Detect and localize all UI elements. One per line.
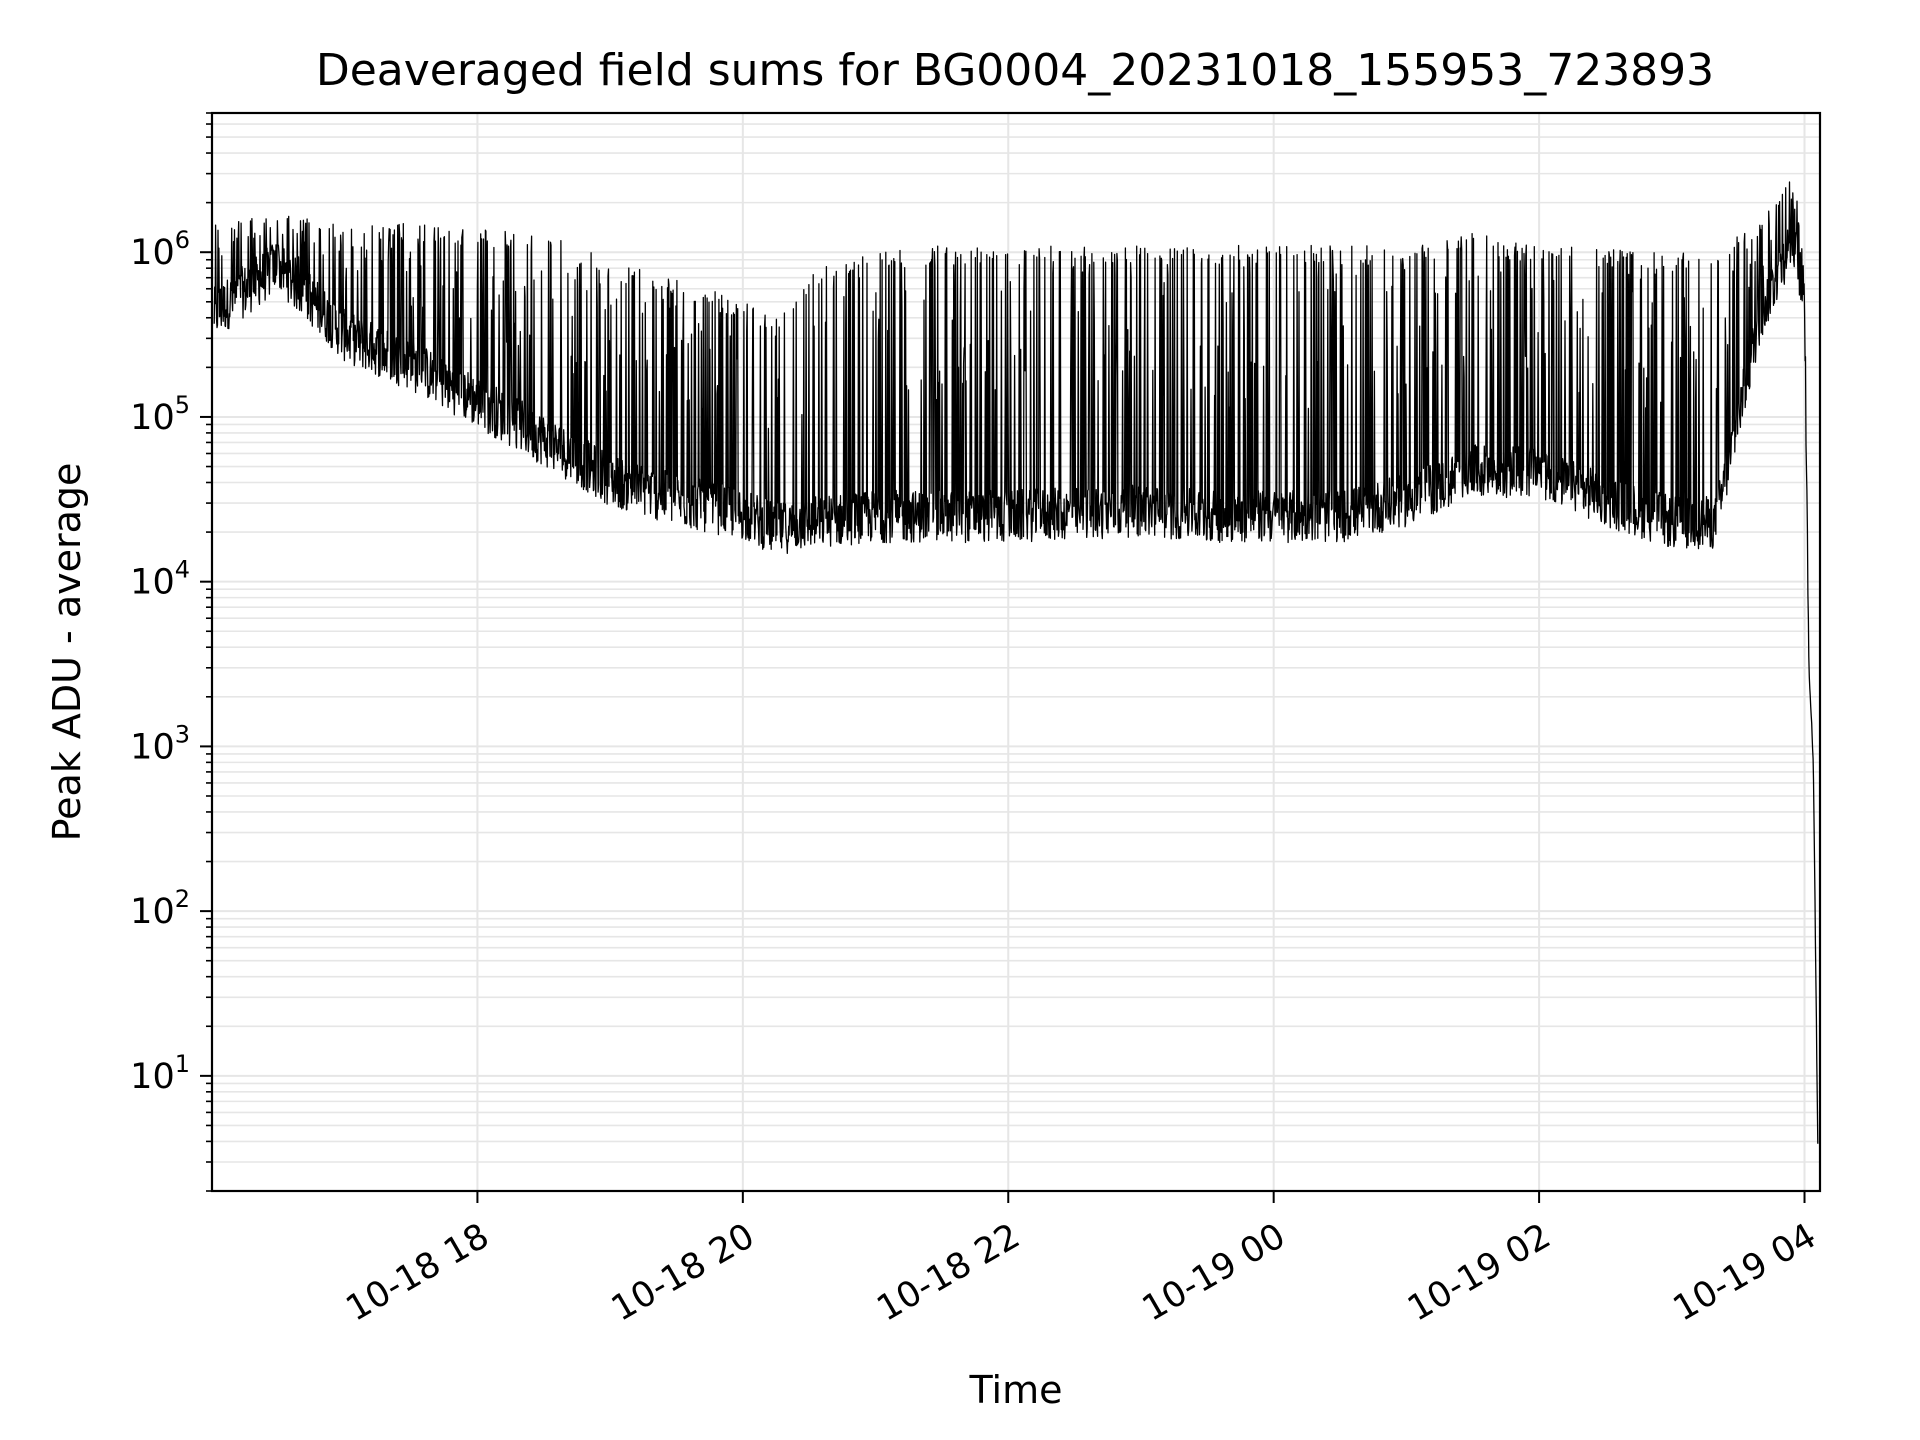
plot-frame (210, 111, 1822, 1193)
y-tick-label: 101 (130, 1050, 190, 1097)
x-tick-label: 10-18 22 (870, 1216, 1026, 1329)
x-tick-label: 10-18 18 (340, 1216, 496, 1329)
y-tick-label: 106 (130, 226, 190, 273)
x-tick-label: 10-18 20 (605, 1216, 761, 1329)
chart-title: Deaveraged field sums for BG0004_2023101… (316, 45, 1714, 96)
series-line (213, 181, 1819, 1144)
x-tick-label: 10-19 00 (1136, 1216, 1292, 1329)
data-trace (213, 181, 1819, 1144)
y-tick-label: 103 (130, 720, 190, 767)
x-tick-label: 10-19 04 (1667, 1216, 1823, 1329)
y-tick-label: 102 (130, 885, 190, 932)
x-axis: 10-18 18 10-18 20 10-18 22 10-19 00 10-19 02… (340, 1191, 1823, 1329)
y-tick-label: 105 (130, 391, 190, 438)
y-axis-label: Peak ADU - average (45, 463, 89, 842)
x-axis-label: Time (969, 1368, 1063, 1412)
y-axis: 101 102 103 104 105 106 (130, 112, 212, 1192)
x-tick-label: 10-19 02 (1401, 1216, 1557, 1329)
y-tick-label: 104 (130, 556, 190, 603)
grid (212, 112, 1820, 1192)
